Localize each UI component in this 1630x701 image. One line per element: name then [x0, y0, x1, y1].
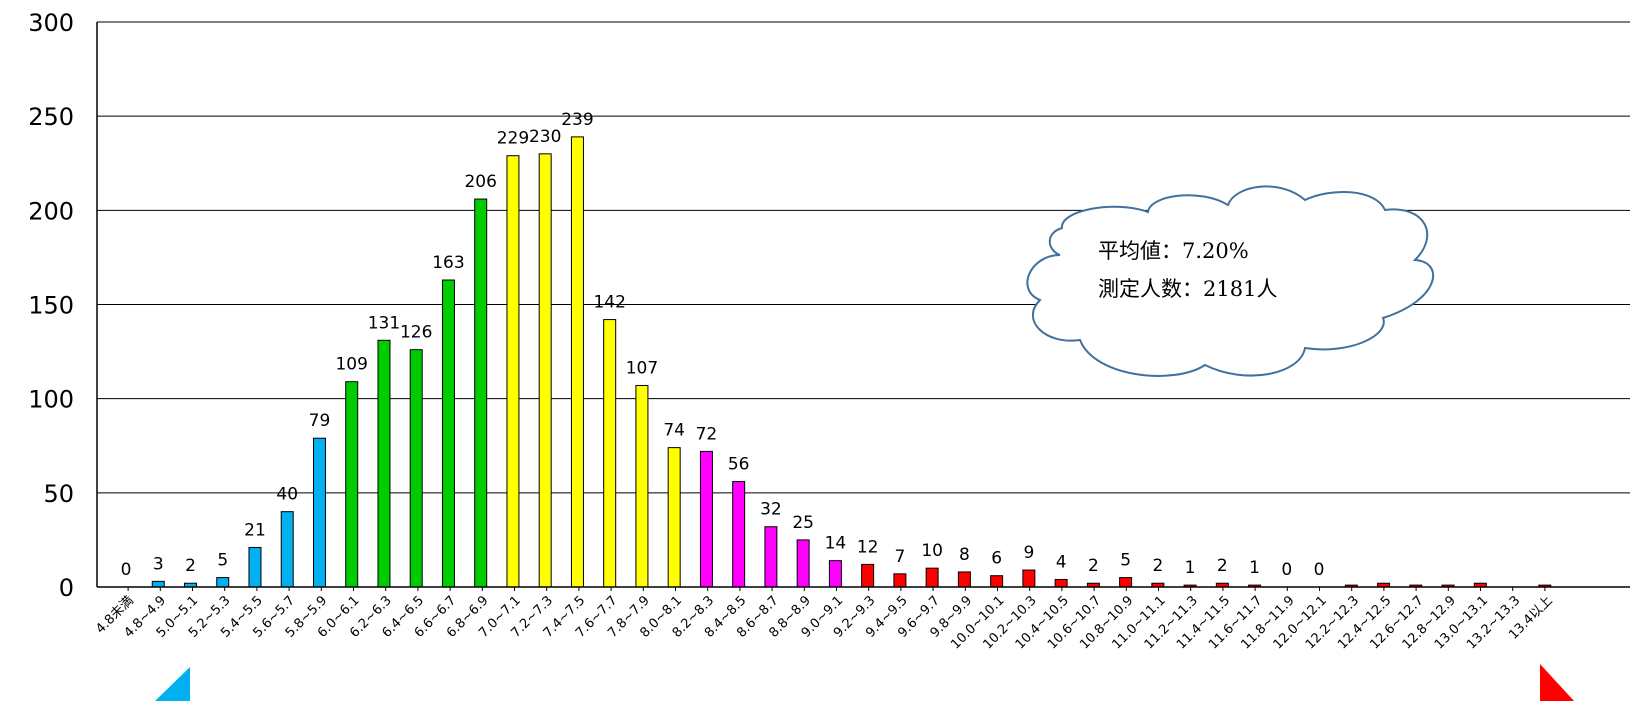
bar [1119, 577, 1133, 588]
value-label: 5 [1120, 551, 1131, 571]
value-label: 32 [760, 500, 782, 520]
bar [764, 526, 778, 588]
bar [248, 546, 262, 588]
y-tick-label: 150 [28, 292, 74, 320]
bar [732, 481, 746, 588]
value-label: 74 [663, 421, 685, 441]
bar [441, 279, 455, 588]
cloud-mean-text: 平均値：7.20% [1098, 239, 1249, 263]
value-label: 40 [276, 485, 298, 505]
annotation-cloud: 平均値：7.20% 測定人数：2181人 [1026, 185, 1435, 377]
bar [151, 580, 165, 588]
cloud-shape [1026, 185, 1435, 377]
value-label: 14 [825, 534, 847, 554]
y-tick-label: 200 [28, 197, 74, 225]
bar [409, 349, 423, 588]
bar [893, 573, 907, 588]
value-label: 3 [153, 554, 164, 574]
axes [96, 22, 1630, 591]
value-label: 79 [309, 411, 331, 431]
bar [828, 560, 842, 588]
range-markers [155, 664, 1574, 701]
x-axis-ticks: 4.8未満4.8~4.95.0~5.15.2~5.35.4~5.55.6~5.7… [93, 593, 1555, 652]
value-label: 4 [1056, 552, 1067, 572]
y-tick-label: 100 [28, 386, 74, 414]
y-tick-label: 300 [28, 9, 74, 37]
value-label: 2 [185, 556, 196, 576]
value-label: 229 [497, 129, 529, 149]
bar [667, 447, 681, 588]
value-label: 25 [792, 513, 814, 533]
value-label: 2 [1152, 556, 1163, 576]
value-label: 21 [244, 520, 266, 540]
value-label: 10 [921, 541, 943, 561]
value-label: 0 [1314, 560, 1325, 580]
value-label: 2 [1217, 556, 1228, 576]
bar [796, 539, 810, 588]
bar [635, 384, 649, 588]
bar [957, 571, 971, 588]
bar [925, 567, 939, 588]
bar [312, 437, 326, 588]
bar [506, 155, 520, 588]
right-range-marker [1540, 664, 1574, 701]
value-label: 206 [464, 172, 496, 192]
bar [1022, 569, 1036, 588]
value-label: 7 [894, 547, 905, 567]
bar [570, 136, 584, 588]
value-label: 109 [335, 355, 367, 375]
bar [603, 319, 617, 588]
bar [377, 339, 391, 588]
value-label: 72 [696, 424, 718, 444]
value-label: 1 [1185, 558, 1196, 578]
value-label: 142 [593, 293, 625, 313]
bar [474, 198, 488, 588]
value-label: 131 [368, 313, 400, 333]
bar [538, 153, 552, 588]
value-label: 230 [529, 127, 561, 147]
value-label: 126 [400, 323, 432, 343]
value-label: 6 [991, 549, 1002, 569]
left-range-marker [155, 667, 190, 701]
value-label: 0 [121, 560, 132, 580]
value-label: 107 [626, 358, 658, 378]
value-label: 163 [432, 253, 464, 273]
y-tick-label: 250 [28, 103, 74, 131]
bar [1054, 578, 1068, 588]
value-label: 1 [1249, 558, 1260, 578]
bar [990, 575, 1004, 588]
value-label: 2 [1088, 556, 1099, 576]
value-label: 0 [1281, 560, 1292, 580]
bar [861, 563, 875, 588]
bar [280, 511, 294, 588]
y-tick-label: 0 [59, 574, 74, 602]
y-tick-label: 50 [43, 480, 74, 508]
value-label: 8 [959, 545, 970, 565]
bar [216, 577, 230, 588]
y-axis-ticks: 0 50 100 150 200 250 300 [28, 9, 74, 602]
value-label: 9 [1023, 543, 1034, 563]
bar [345, 381, 359, 588]
cloud-count-text: 測定人数：2181人 [1098, 277, 1277, 301]
bar [699, 450, 713, 588]
value-label: 12 [857, 537, 879, 557]
value-label: 239 [561, 110, 593, 130]
value-label: 5 [217, 551, 228, 571]
value-label: 56 [728, 455, 750, 475]
